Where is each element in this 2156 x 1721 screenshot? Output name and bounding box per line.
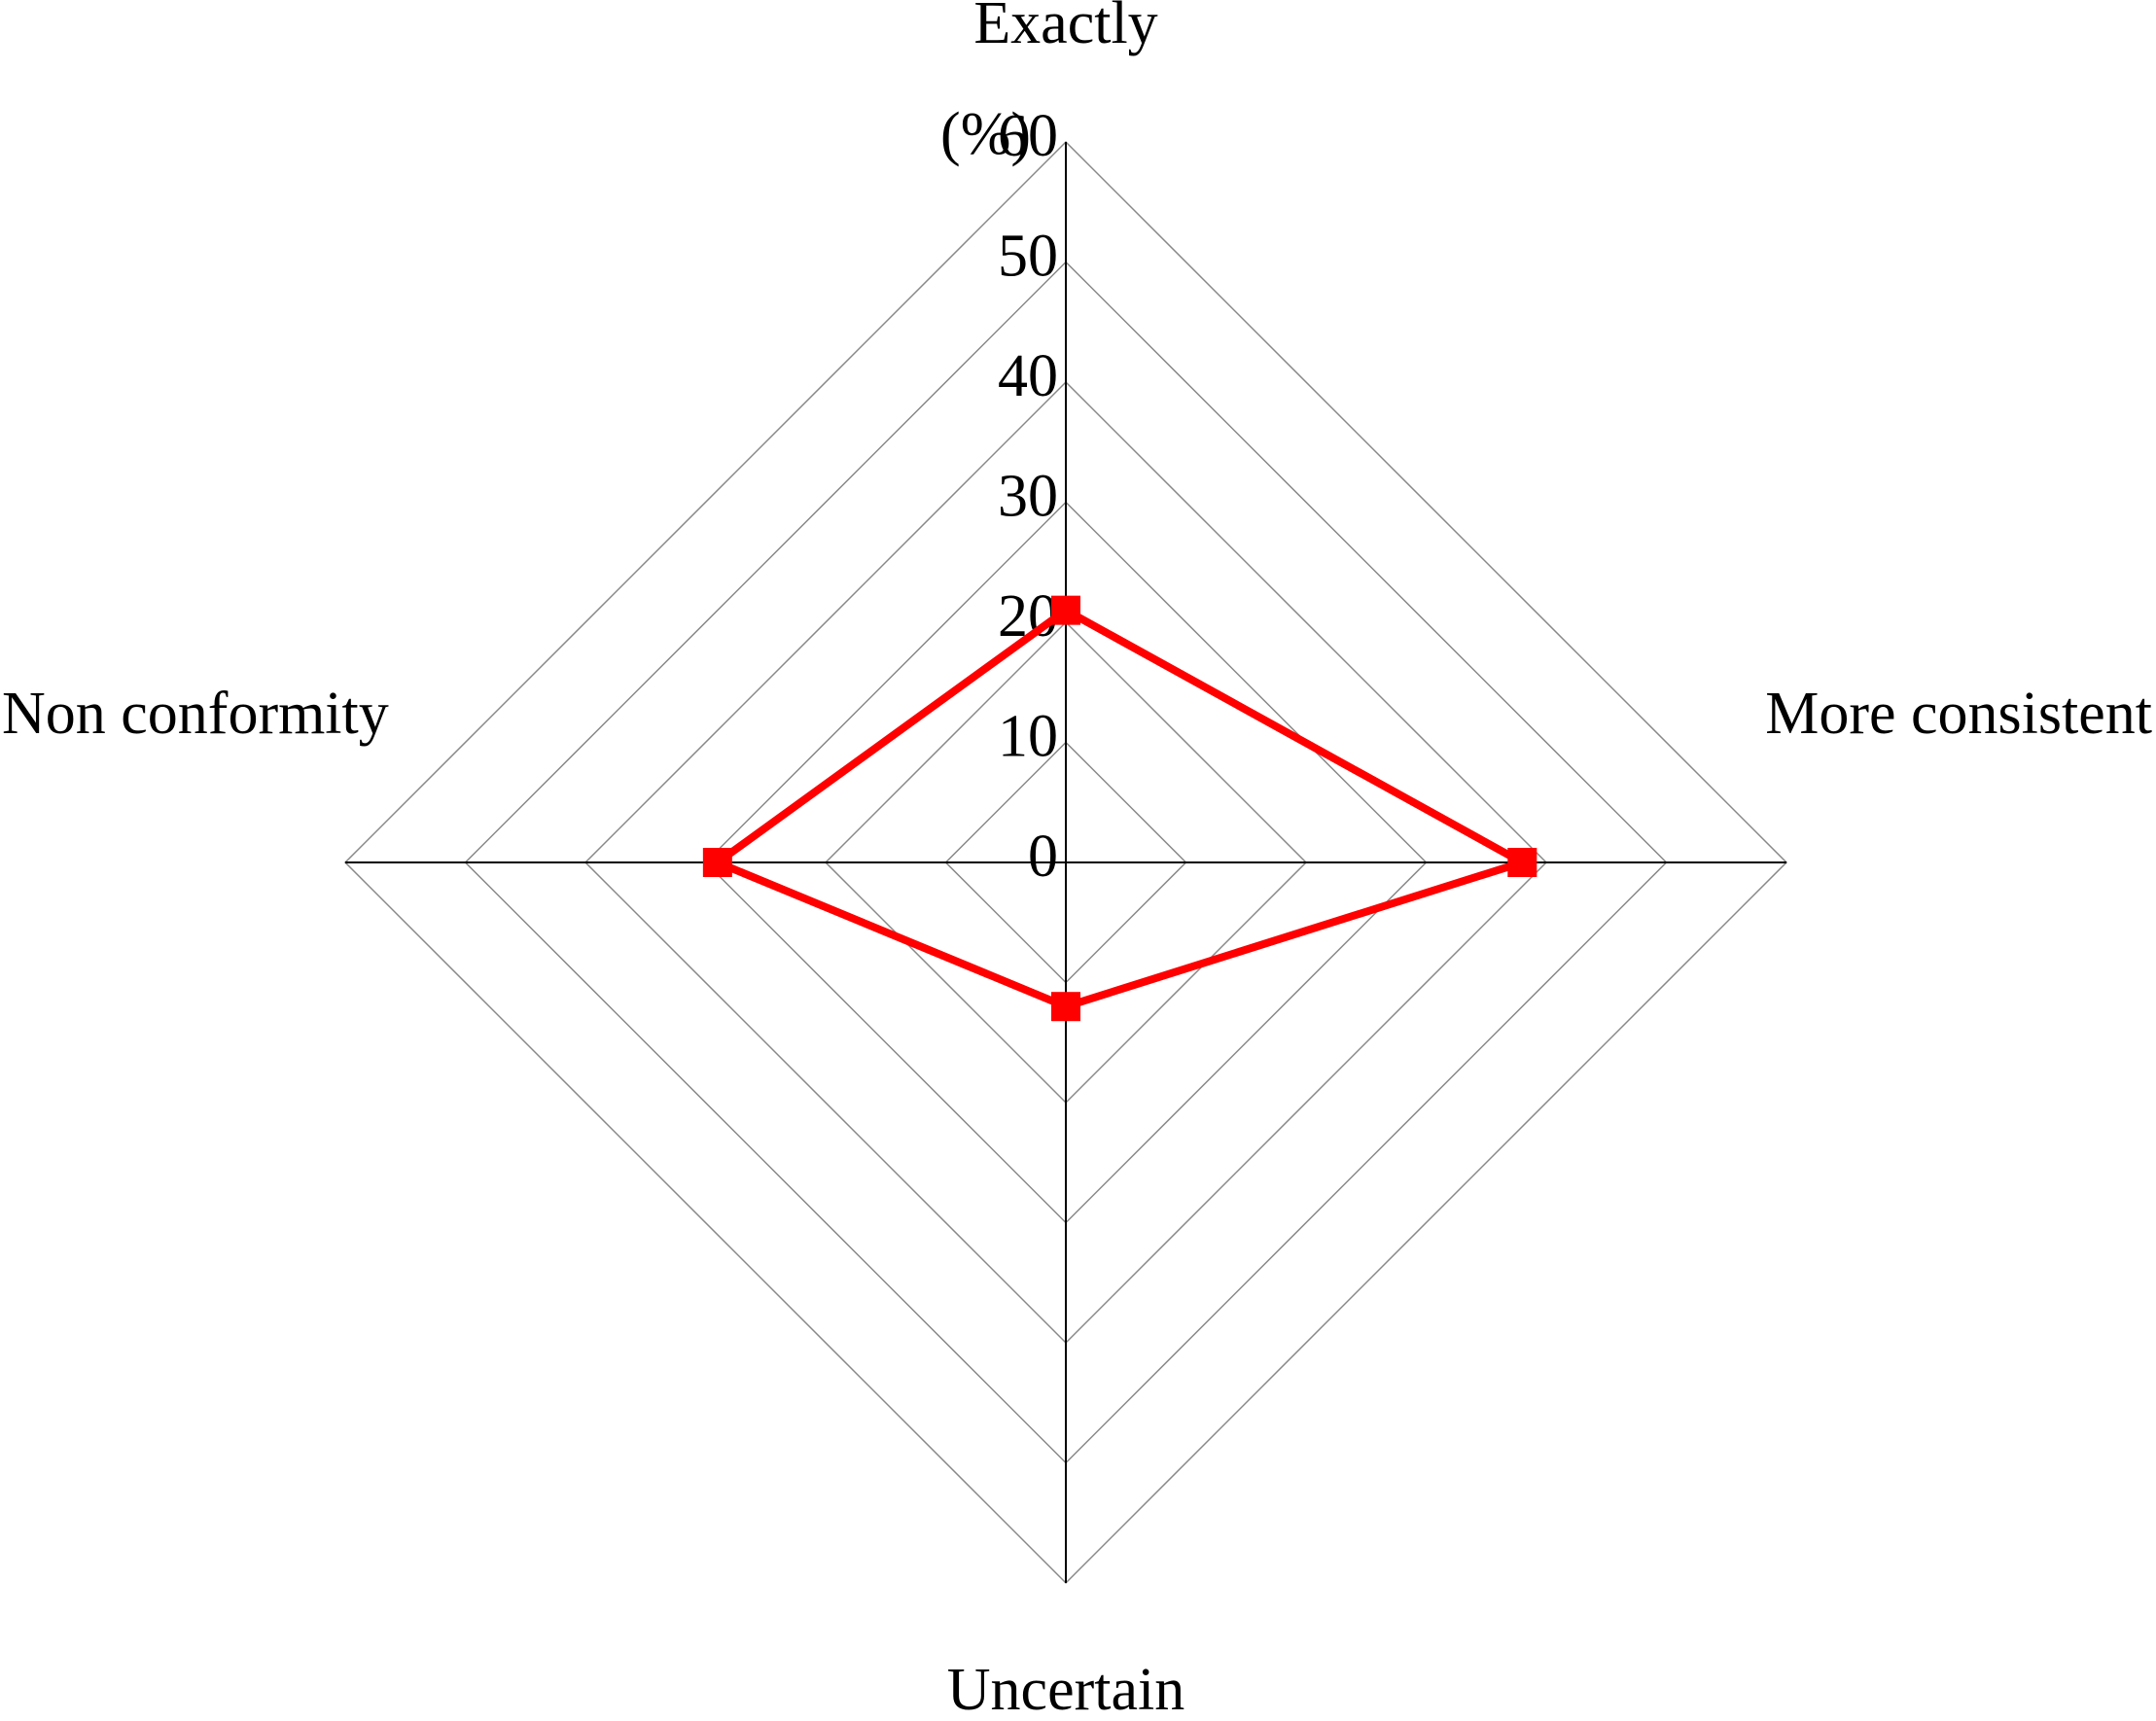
data-marker: [1507, 848, 1537, 877]
unit-label: (%): [940, 101, 1031, 167]
r-tick-label: 60: [998, 103, 1058, 169]
data-line: [713, 606, 1527, 1011]
r-tick-label: 50: [998, 224, 1058, 290]
category-label: More consistent: [1765, 681, 2152, 747]
data-marker: [1051, 992, 1080, 1022]
r-tick-label: 40: [998, 343, 1058, 409]
category-label: Uncertain: [947, 1657, 1184, 1721]
r-tick-label: 0: [1028, 824, 1058, 890]
data-marker: [1051, 595, 1080, 625]
category-label: Non conformity: [2, 681, 389, 747]
data-marker: [702, 848, 732, 877]
category-label: Exactly: [973, 0, 1157, 56]
r-tick-label: 30: [998, 464, 1058, 530]
r-tick-label: 10: [998, 704, 1058, 770]
